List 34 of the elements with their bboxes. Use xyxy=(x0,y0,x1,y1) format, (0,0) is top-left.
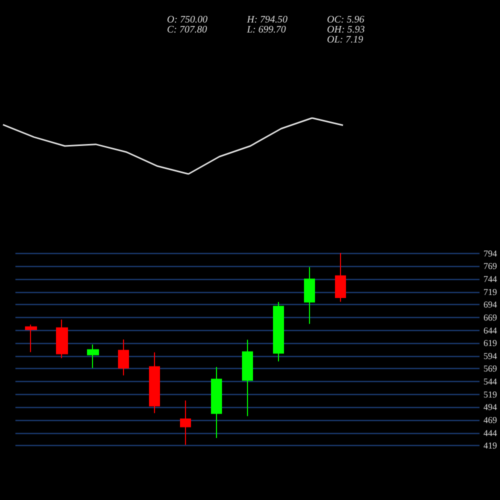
y-tick-label: 569 xyxy=(484,364,498,374)
y-tick-label: 419 xyxy=(484,440,498,451)
y-tick-label: 669 xyxy=(484,312,498,322)
y-tick-label: 444 xyxy=(484,428,498,438)
y-tick-label: 794 xyxy=(484,248,498,258)
candlestick xyxy=(25,324,37,353)
text: L: 699.70 xyxy=(246,24,286,36)
y-tick-label: 769 xyxy=(484,261,498,272)
text: OH: 5.93 xyxy=(327,24,365,36)
y-tick-label: 694 xyxy=(484,300,498,310)
candlestick xyxy=(87,344,99,369)
candlestick xyxy=(149,352,160,414)
y-tick-label: 719 xyxy=(484,286,498,297)
text: C: 707.80 xyxy=(167,24,207,36)
candlestick xyxy=(304,266,315,324)
y-tick-label: 594 xyxy=(484,350,498,361)
candlestick xyxy=(242,339,253,417)
candlestick xyxy=(211,366,222,439)
y-tick-label: 744 xyxy=(484,274,498,284)
candlestick xyxy=(273,302,284,362)
candlestick xyxy=(56,319,68,359)
text: OL: 7.19 xyxy=(327,34,364,46)
y-tick-label: 494 xyxy=(484,402,498,412)
y-tick-label: 469 xyxy=(484,415,498,426)
y-tick-label: 519 xyxy=(484,389,498,400)
candlestick xyxy=(180,400,191,446)
text: H: 794.50 xyxy=(246,14,288,26)
text: O: 750.00 xyxy=(167,14,208,26)
candlestick xyxy=(118,339,129,376)
y-tick-label: 644 xyxy=(484,325,498,336)
candlestick xyxy=(335,252,346,302)
text: OC: 5.96 xyxy=(327,14,364,26)
y-tick-label: 619 xyxy=(484,338,498,348)
y-tick-label: 544 xyxy=(484,376,498,387)
